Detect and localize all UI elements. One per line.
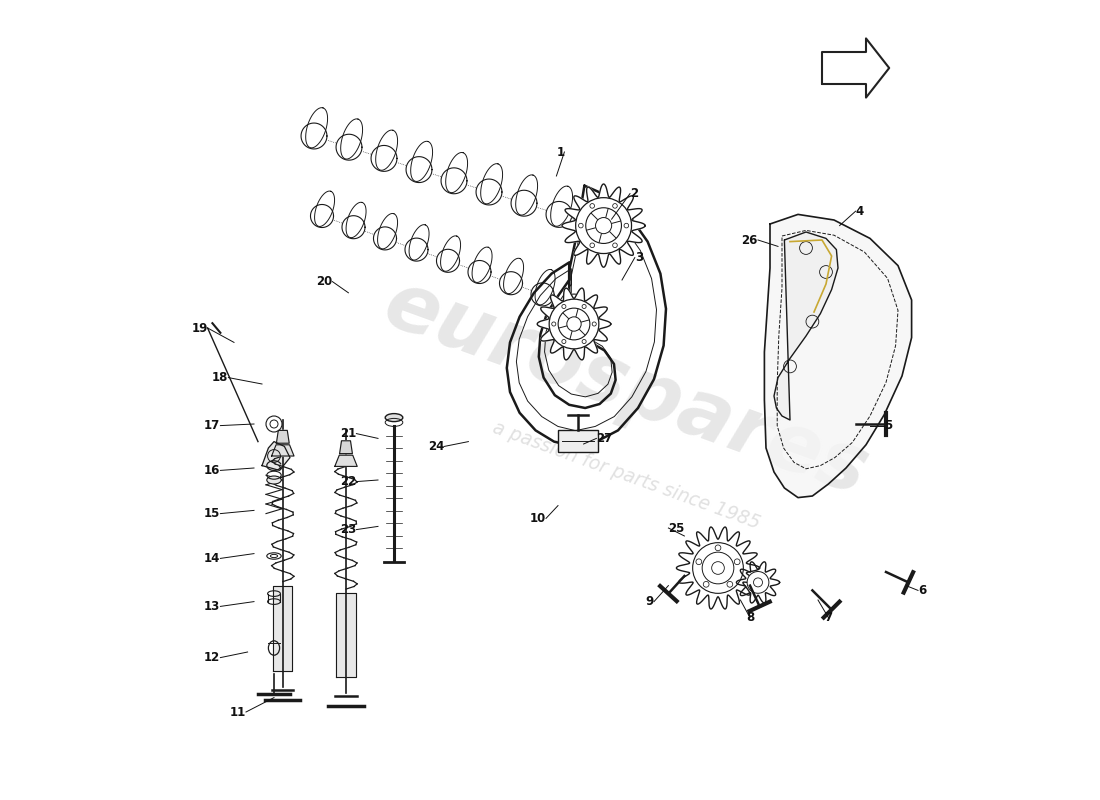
Circle shape xyxy=(549,299,598,349)
Polygon shape xyxy=(371,146,397,171)
Polygon shape xyxy=(405,238,428,261)
Polygon shape xyxy=(504,258,524,294)
Polygon shape xyxy=(764,214,912,498)
Text: 18: 18 xyxy=(212,371,229,384)
Text: 23: 23 xyxy=(340,523,356,536)
Text: 17: 17 xyxy=(205,419,220,432)
Polygon shape xyxy=(441,236,461,271)
Text: 8: 8 xyxy=(746,611,755,624)
Polygon shape xyxy=(472,247,492,282)
Text: 4: 4 xyxy=(856,205,864,218)
Text: 27: 27 xyxy=(596,432,613,445)
Polygon shape xyxy=(441,168,468,194)
Polygon shape xyxy=(310,205,333,227)
Text: 6: 6 xyxy=(918,584,926,597)
Polygon shape xyxy=(410,142,432,182)
Polygon shape xyxy=(736,562,780,603)
Polygon shape xyxy=(315,191,334,226)
Polygon shape xyxy=(562,294,585,317)
Text: 10: 10 xyxy=(530,512,546,525)
Circle shape xyxy=(702,552,734,584)
Polygon shape xyxy=(437,250,460,272)
Text: 16: 16 xyxy=(204,464,220,477)
Polygon shape xyxy=(499,272,522,294)
Text: 22: 22 xyxy=(340,475,356,488)
Text: 13: 13 xyxy=(205,600,220,613)
Polygon shape xyxy=(512,190,537,216)
Circle shape xyxy=(575,198,631,254)
Polygon shape xyxy=(340,441,352,454)
Polygon shape xyxy=(334,455,358,466)
Polygon shape xyxy=(516,175,538,215)
Polygon shape xyxy=(341,119,363,159)
Polygon shape xyxy=(336,134,362,160)
Polygon shape xyxy=(774,232,838,420)
Polygon shape xyxy=(476,179,502,205)
Text: 20: 20 xyxy=(316,275,332,288)
Text: a passion for parts since 1985: a passion for parts since 1985 xyxy=(490,418,762,534)
Polygon shape xyxy=(481,164,503,204)
Text: 25: 25 xyxy=(669,522,685,534)
Polygon shape xyxy=(306,108,328,148)
Polygon shape xyxy=(374,227,396,250)
Polygon shape xyxy=(537,288,610,360)
Polygon shape xyxy=(276,430,289,443)
Polygon shape xyxy=(581,213,607,238)
Polygon shape xyxy=(468,261,491,283)
Text: 14: 14 xyxy=(204,552,220,565)
Polygon shape xyxy=(272,445,294,456)
Text: 5: 5 xyxy=(884,419,893,432)
Polygon shape xyxy=(262,442,290,470)
Polygon shape xyxy=(676,527,760,609)
Circle shape xyxy=(747,571,769,594)
Text: 15: 15 xyxy=(204,507,220,520)
Polygon shape xyxy=(337,593,355,677)
Text: 1: 1 xyxy=(557,146,564,158)
Text: eurospares: eurospares xyxy=(374,264,879,512)
Ellipse shape xyxy=(385,414,403,422)
Text: 26: 26 xyxy=(741,234,758,246)
Polygon shape xyxy=(535,270,556,305)
Circle shape xyxy=(693,542,744,594)
Polygon shape xyxy=(301,123,327,149)
Text: 12: 12 xyxy=(205,651,220,664)
Ellipse shape xyxy=(267,476,282,484)
Text: 3: 3 xyxy=(635,251,642,264)
Bar xyxy=(558,430,598,452)
Text: 24: 24 xyxy=(428,440,444,453)
Polygon shape xyxy=(273,586,293,671)
Polygon shape xyxy=(406,157,432,182)
Polygon shape xyxy=(531,283,554,306)
Text: 7: 7 xyxy=(824,611,833,624)
Polygon shape xyxy=(376,130,397,170)
Polygon shape xyxy=(551,186,573,226)
Polygon shape xyxy=(346,202,366,238)
Polygon shape xyxy=(377,214,397,249)
Text: 2: 2 xyxy=(630,187,638,200)
Polygon shape xyxy=(446,153,468,193)
Polygon shape xyxy=(562,184,646,267)
Text: 21: 21 xyxy=(340,427,356,440)
Text: 11: 11 xyxy=(230,706,246,718)
Polygon shape xyxy=(409,225,429,260)
Text: 9: 9 xyxy=(646,595,654,608)
Text: 19: 19 xyxy=(191,322,208,334)
Polygon shape xyxy=(342,216,365,238)
Polygon shape xyxy=(546,202,572,227)
